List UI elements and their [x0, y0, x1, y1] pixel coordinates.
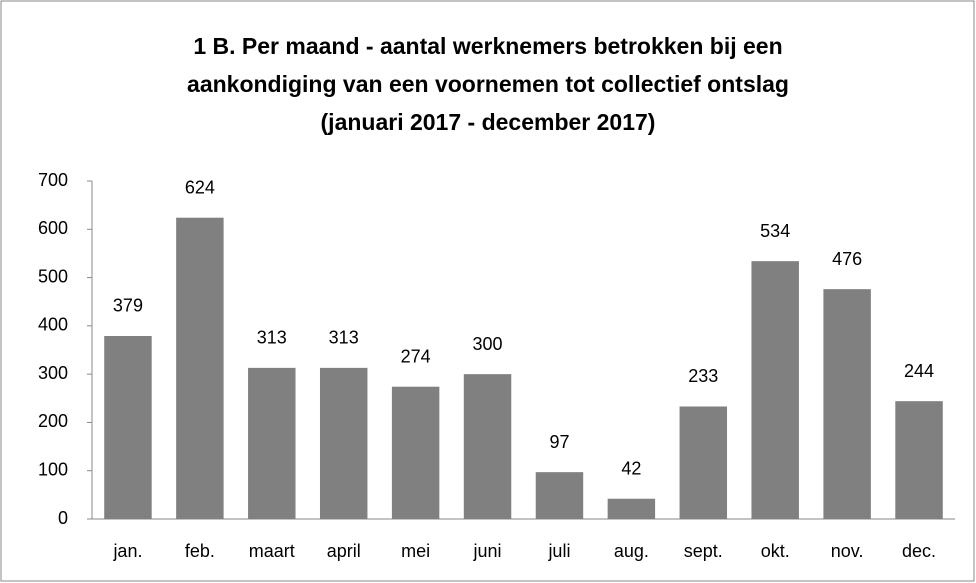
data-label: 42 [621, 458, 641, 478]
x-tick-label: sept. [684, 541, 723, 561]
x-tick-label: feb. [185, 541, 215, 561]
bar [535, 472, 584, 519]
y-tick-label: 700 [38, 170, 68, 190]
data-label: 274 [401, 346, 431, 366]
data-label: 244 [904, 361, 934, 381]
bar [104, 335, 152, 519]
data-label: 313 [257, 328, 287, 348]
chart-title: (januari 2017 - december 2017) [321, 109, 656, 135]
x-tick-label: juni [473, 541, 502, 561]
x-tick-label: jan. [112, 541, 142, 561]
x-tick-label: april [327, 541, 361, 561]
data-label: 534 [760, 221, 790, 241]
bar [751, 261, 799, 519]
x-tick-label: okt. [761, 541, 790, 561]
data-label: 300 [473, 334, 503, 354]
bar [679, 406, 728, 519]
x-tick-label: mei [401, 541, 430, 561]
x-tick-label: maart [249, 541, 295, 561]
chart-title: aankondiging van een voornemen tot colle… [187, 71, 789, 97]
bar [248, 367, 296, 519]
y-tick-label: 0 [58, 508, 68, 528]
bar [176, 217, 224, 519]
bar [319, 367, 368, 519]
data-label: 97 [549, 432, 569, 452]
bar [391, 386, 440, 519]
y-tick-label: 500 [38, 266, 68, 286]
data-label: 379 [113, 296, 143, 316]
data-label: 313 [329, 328, 359, 348]
data-label: 476 [832, 249, 862, 269]
bar [463, 374, 512, 519]
y-tick-label: 100 [38, 459, 68, 479]
x-tick-label: juli [547, 541, 570, 561]
data-label: 233 [688, 366, 718, 386]
y-tick-label: 200 [38, 411, 68, 431]
x-tick-label: nov. [831, 541, 864, 561]
chart-title: 1 B. Per maand - aantal werknemers betro… [193, 33, 782, 59]
x-tick-label: dec. [902, 541, 936, 561]
bar [607, 498, 656, 519]
y-tick-label: 400 [38, 315, 68, 335]
data-label: 624 [185, 177, 215, 197]
bar [823, 289, 871, 519]
bar [895, 401, 943, 519]
x-tick-label: aug. [614, 541, 649, 561]
y-tick-label: 600 [38, 218, 68, 238]
y-tick-label: 300 [38, 363, 68, 383]
